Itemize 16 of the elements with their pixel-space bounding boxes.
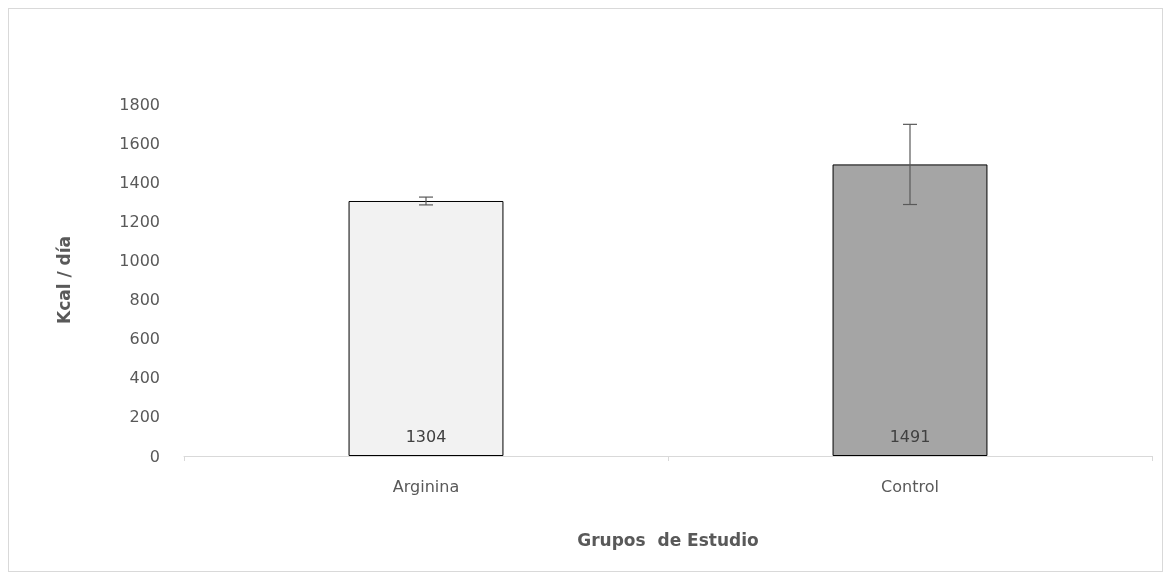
- y-tick-label: 1200: [119, 211, 160, 231]
- y-tick-label: 600: [129, 329, 160, 349]
- data-label: 1304: [405, 426, 447, 446]
- y-tick-label: 1800: [119, 94, 160, 114]
- y-tick-label: 1000: [119, 250, 160, 270]
- x-tick-label: Control: [881, 476, 939, 496]
- x-axis-title: Grupos de Estudio: [577, 529, 759, 550]
- data-label: 1491: [889, 426, 931, 446]
- y-tick-label: 1600: [119, 133, 160, 153]
- x-tick-label: Arginina: [392, 476, 460, 496]
- y-tick-label: 200: [129, 407, 160, 427]
- y-tick-label: 400: [129, 368, 160, 388]
- y-axis-title: Kcal / día: [53, 235, 74, 325]
- y-tick-label: 0: [149, 446, 160, 466]
- y-tick-label: 800: [129, 290, 160, 310]
- y-tick-label: 1400: [119, 172, 160, 192]
